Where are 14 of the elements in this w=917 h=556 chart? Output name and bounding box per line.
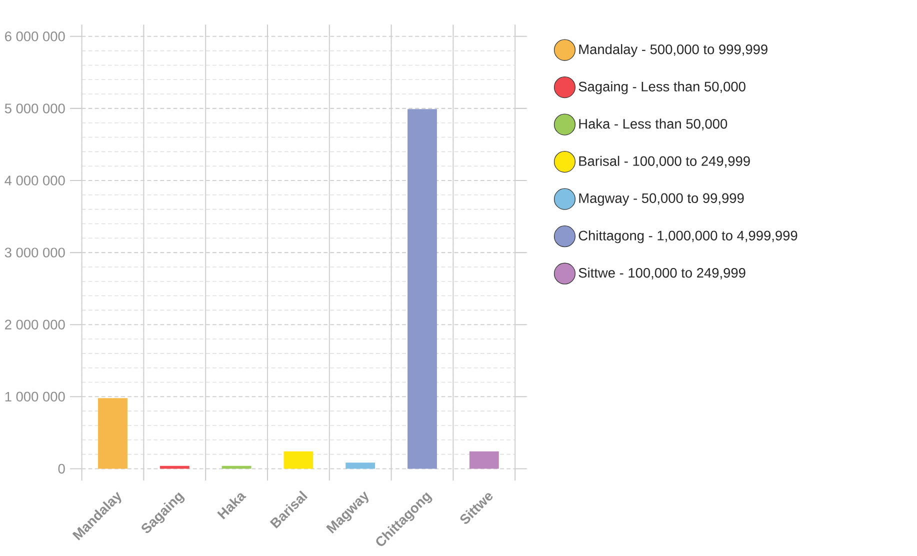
legend-label: Haka - Less than 50,000 xyxy=(579,118,728,130)
legend-label: Mandalay - 500,000 to 999,999 xyxy=(579,44,768,57)
y-tick-label: 6 000 000 xyxy=(5,31,65,42)
legend-label: Chittagong - 1,000,000 to 4,999,999 xyxy=(578,230,798,244)
y-tick-label: 2 000 000 xyxy=(5,320,65,330)
y-tick-label: 4 000 000 xyxy=(4,176,65,186)
legend-label: Sagaing - Less than 50,000 xyxy=(578,81,746,94)
legend-label: Sittwe - 100,000 to 249,999 xyxy=(578,268,746,280)
legend-label: Magway - 50,000 to 99,999 xyxy=(579,193,744,206)
y-tick-label: 5 000 000 xyxy=(4,103,65,114)
legend-label: Barisal - 100,000 to 249,999 xyxy=(579,156,750,168)
y-tick-label: 0 xyxy=(58,464,65,474)
y-tick-label: 1 000 000 xyxy=(5,392,65,402)
y-tick-label: 3 000 000 xyxy=(4,248,65,258)
